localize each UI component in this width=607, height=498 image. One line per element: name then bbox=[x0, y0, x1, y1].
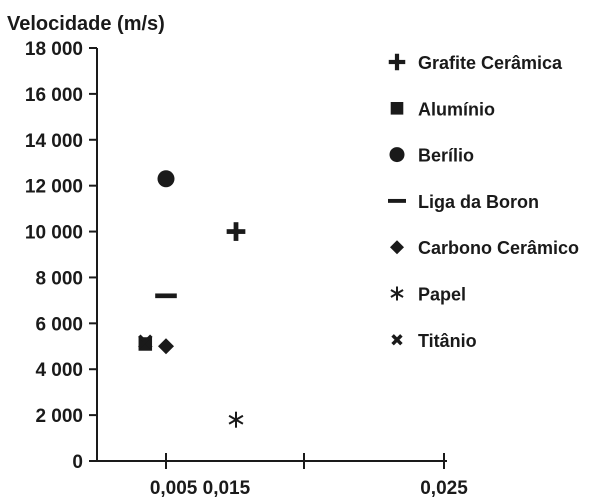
data-point bbox=[138, 334, 153, 349]
data-point bbox=[228, 411, 244, 428]
x-tick-label: 0,025 bbox=[420, 478, 468, 498]
y-tick-label: 14 000 bbox=[25, 131, 83, 152]
legend-label: Grafite Cerâmica bbox=[418, 53, 563, 73]
legend-label: Liga da Boron bbox=[418, 192, 539, 212]
y-tick-label: 12 000 bbox=[25, 177, 83, 198]
legend-item: Carbono Cerâmico bbox=[390, 238, 579, 258]
legend-item: Liga da Boron bbox=[388, 192, 539, 212]
legend-label: Papel bbox=[418, 285, 466, 305]
legend-marker bbox=[390, 240, 404, 255]
data-point bbox=[226, 222, 246, 241]
y-axis-title: Velocidade (m/s) bbox=[7, 13, 165, 35]
y-tick-label: 0 bbox=[72, 452, 83, 473]
y-tick-label: 18 000 bbox=[25, 39, 83, 60]
y-tick-label: 16 000 bbox=[25, 85, 83, 106]
data-points bbox=[138, 170, 246, 428]
x-axis-ticks: 0,005 0,015 0,025 bbox=[150, 453, 468, 498]
data-point bbox=[157, 170, 175, 188]
legend: Grafite Cerâmica Alumínio Berílio Liga da B… bbox=[388, 53, 579, 351]
legend-marker bbox=[389, 147, 405, 163]
legend-label: Titânio bbox=[418, 331, 477, 351]
y-axis-ticks: 0 2 000 4 000 6 000 8 000 10 000 12 000 14 000 1… bbox=[25, 39, 97, 473]
y-tick-label: 6 000 bbox=[35, 314, 83, 335]
legend-marker bbox=[388, 198, 406, 203]
y-tick-label: 10 000 bbox=[25, 223, 83, 244]
legend-item: Alumínio bbox=[390, 99, 495, 119]
legend-item: Berílio bbox=[389, 146, 474, 166]
y-tick-label: 8 000 bbox=[35, 268, 83, 289]
x-tick-label: 0,005 0,015 bbox=[150, 478, 251, 498]
legend-marker bbox=[391, 334, 403, 346]
legend-item: Papel bbox=[390, 285, 466, 305]
legend-item: Titânio bbox=[391, 331, 477, 351]
data-point bbox=[158, 338, 174, 355]
legend-item: Grafite Cerâmica bbox=[388, 53, 563, 73]
legend-marker bbox=[390, 286, 404, 301]
legend-marker bbox=[388, 53, 406, 71]
legend-label: Alumínio bbox=[418, 99, 495, 119]
legend-label: Berílio bbox=[418, 146, 474, 166]
y-tick-label: 2 000 bbox=[35, 406, 83, 427]
data-point bbox=[155, 293, 177, 299]
legend-marker bbox=[390, 102, 404, 115]
y-tick-label: 4 000 bbox=[35, 360, 83, 381]
legend-label: Carbono Cerâmico bbox=[418, 238, 579, 258]
